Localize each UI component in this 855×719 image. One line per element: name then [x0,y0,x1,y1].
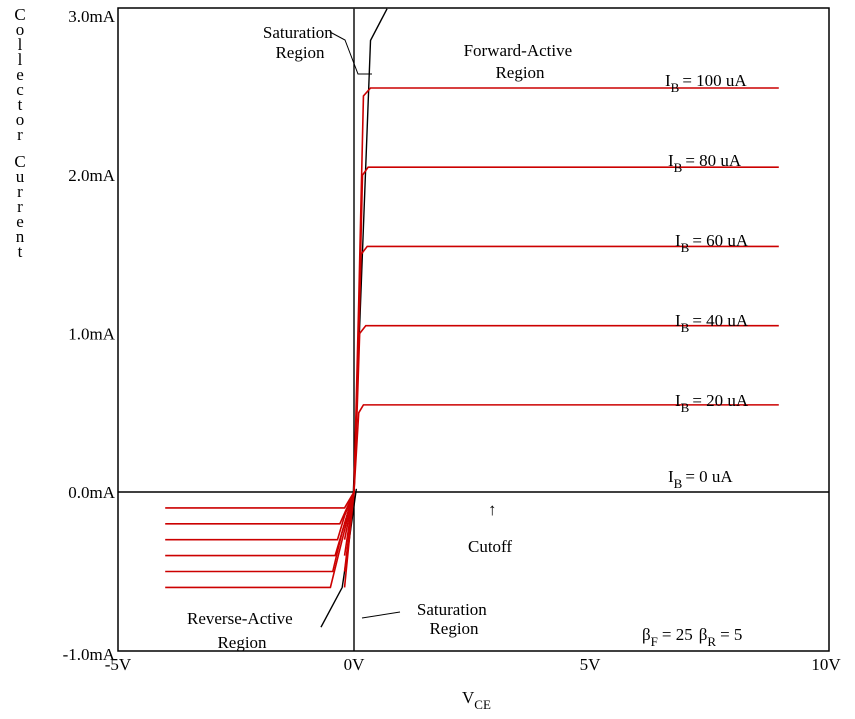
cutoff-label: Cutoff [468,537,512,556]
curve-4 [343,404,779,525]
x-axis-label-sub: CE [474,697,491,712]
saturation-bottom-label: Saturation Region [417,600,491,638]
y-tick-label: 3.0mA [68,7,115,26]
y-tick-label: -1.0mA [63,645,116,664]
saturation-top-pointer [329,31,372,75]
curve-label: IB = 40 uA [675,311,749,335]
curve-label: IB = 100 uA [665,71,747,95]
y-tick-label: 1.0mA [68,325,115,344]
x-tick-label: 0V [344,655,366,674]
curve-label: IB = 20 uA [675,391,749,415]
reverse-curves [165,491,355,589]
plot-frame [117,7,830,652]
x-axis-label-main: V [462,688,475,707]
reverse-curve-4 [165,491,355,573]
x-tick-label: 10V [811,655,841,674]
curve-label: IB = 60 uA [675,231,749,255]
curve-2 [343,245,779,556]
saturation-top-label: Saturation Region [263,23,337,62]
y-tick-label: 2.0mA [68,166,115,185]
forward-active-label: Forward-Active Region [464,41,577,82]
y-tick-labels: 3.0mA 2.0mA 1.0mA 0.0mA -1.0mA [63,7,116,664]
curve-1 [343,166,779,572]
beta-label: βF = 25 βR = 5 [642,625,742,649]
x-tick-labels: -5V 0V 5V 10V [105,655,842,674]
x-axis-label: VCE [462,688,491,712]
reverse-active-label: Reverse-Active Region [187,609,297,652]
region-boundaries [320,8,388,651]
cutoff-arrow: ↑ [488,500,497,519]
curve-label: IB = 0 uA [668,467,733,491]
reverse-curve-5 [165,491,355,589]
reverse-curve-2 [165,491,355,541]
x-tick-label: -5V [105,655,132,674]
curve-labels: IB = 100 uA IB = 80 uA IB = 60 uA IB = 40 uA IB =… [665,71,749,491]
reverse-curve-0 [165,491,355,509]
forward-curves [343,87,779,588]
curve-3 [343,324,779,540]
x-tick-label: 5V [580,655,602,674]
saturation-bottom-pointer [361,611,401,619]
y-tick-label: 0.0mA [68,483,115,502]
curve-label: IB = 80 uA [668,151,742,175]
